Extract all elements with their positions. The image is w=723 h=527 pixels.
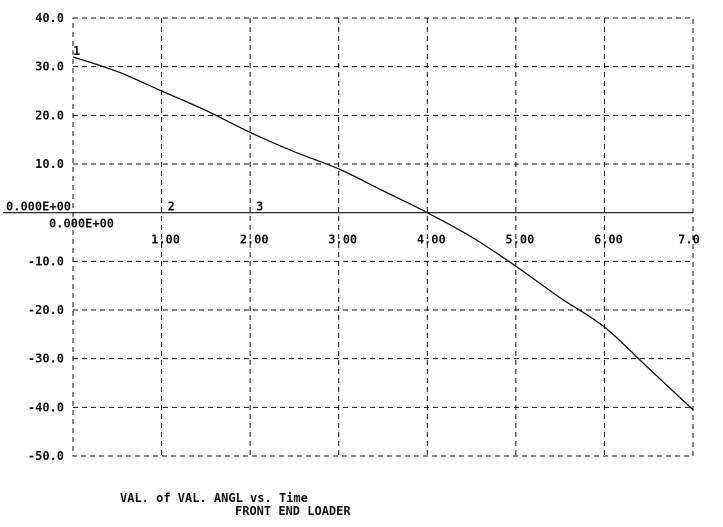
y-tick-label: 40.0 [35, 11, 64, 25]
point-marker-label: 2 [168, 200, 175, 214]
point-marker-label: 3 [256, 200, 263, 214]
chart-subtitle: FRONT END LOADER [235, 504, 351, 518]
x-tick-labels: 0.000E+00 1.00 2.00 3.00 4.00 5.00 6.00 7.0 [49, 217, 700, 247]
y-tick-label: 10.0 [35, 157, 64, 171]
series-line [72, 56, 694, 411]
x-tick-label: 3.00 [328, 233, 357, 247]
x-tick-label: 6.00 [594, 233, 623, 247]
y-tick-label: -40.0 [28, 400, 64, 414]
grid [73, 18, 693, 456]
x-tick-label: 2.00 [240, 233, 269, 247]
x-tick-label: 4.00 [417, 233, 446, 247]
x-tick-label: 1.00 [151, 233, 180, 247]
y-tick-labels: 40.0 30.0 20.0 10.0 0.000E+00 -10.0 -20.0 -30.0… [6, 11, 71, 463]
x-tick-label: 7.0 [678, 233, 700, 247]
y-tick-label: -30.0 [28, 352, 64, 366]
y-tick-label: -10.0 [28, 254, 64, 268]
plot-frame [72, 17, 694, 457]
y-tick-label: -20.0 [28, 303, 64, 317]
y-tick-label: 0.000E+00 [6, 200, 71, 214]
y-tick-label: -50.0 [28, 449, 64, 463]
y-tick-label: 20.0 [35, 108, 64, 122]
point-marker-label: 1 [73, 44, 80, 58]
x-tick-label: 0.000E+00 [49, 217, 114, 231]
x-tick-label: 5.00 [505, 233, 534, 247]
y-tick-label: 30.0 [35, 60, 64, 74]
point-markers: 1 2 3 [73, 44, 263, 214]
chart-title: VAL. of VAL. ANGL vs. Time [120, 491, 308, 505]
